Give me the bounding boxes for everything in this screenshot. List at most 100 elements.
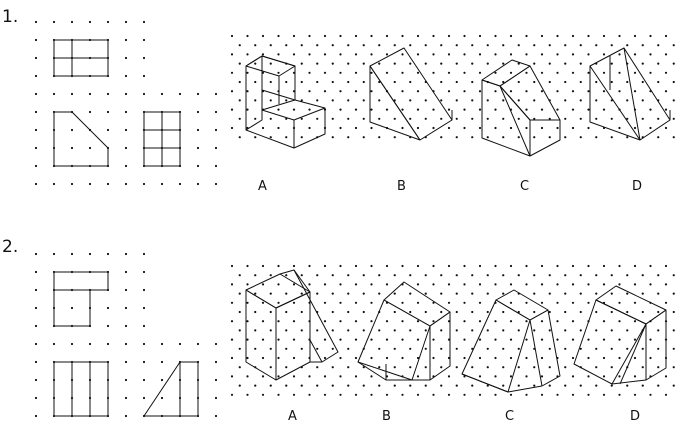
grid-dot xyxy=(238,366,241,369)
grid-dot xyxy=(486,136,489,139)
grid-dot xyxy=(447,126,451,130)
q1-option-d-solid[interactable] xyxy=(589,47,671,141)
grid-dot xyxy=(300,117,303,120)
grid-dot xyxy=(533,292,536,295)
grid-dot xyxy=(292,356,296,360)
grid-dot xyxy=(238,347,241,350)
grid-dot xyxy=(300,347,303,350)
grid-dot xyxy=(657,292,660,295)
grid-dot xyxy=(595,274,598,277)
grid-dot xyxy=(672,80,675,84)
grid-dot xyxy=(533,310,536,314)
grid-dot xyxy=(533,62,536,65)
grid-dot xyxy=(378,44,381,47)
grid-dot xyxy=(556,71,559,74)
grid-dot xyxy=(347,99,350,102)
grid-dot xyxy=(124,288,128,292)
grid-dot xyxy=(486,44,489,47)
grid-dot xyxy=(618,283,621,286)
grid-dot xyxy=(455,329,458,332)
grid-dot xyxy=(416,356,420,360)
grid-dot xyxy=(409,99,412,102)
grid-dot xyxy=(323,320,327,323)
q1-option-b-label: B xyxy=(397,179,406,194)
grid-dot xyxy=(432,126,435,130)
grid-dot xyxy=(595,80,598,84)
q2-option-d-solid[interactable] xyxy=(573,285,667,385)
grid-dot xyxy=(440,44,443,47)
grid-dot xyxy=(246,71,249,74)
grid-dot xyxy=(401,53,404,56)
grid-dot xyxy=(602,34,606,38)
question-2-number: 2. xyxy=(2,237,18,257)
q2-option-a-solid[interactable] xyxy=(245,269,339,381)
grid-dot xyxy=(618,34,621,38)
grid-dot xyxy=(540,126,544,130)
grid-dot xyxy=(285,44,288,47)
grid-dot xyxy=(579,117,582,120)
grid-dot xyxy=(246,338,249,341)
q1-option-b-solid[interactable] xyxy=(369,47,453,141)
grid-dot xyxy=(416,126,420,130)
grid-dot xyxy=(339,108,342,111)
grid-dot xyxy=(657,274,660,277)
grid-dot xyxy=(362,80,365,84)
grid-dot xyxy=(378,347,381,350)
grid-dot xyxy=(595,347,598,350)
grid-dot xyxy=(471,80,474,84)
grid-dot xyxy=(34,164,38,168)
grid-dot xyxy=(34,342,38,346)
grid-dot xyxy=(214,146,218,150)
grid-dot xyxy=(416,338,420,341)
grid-dot xyxy=(124,342,128,346)
grid-dot xyxy=(401,34,404,38)
q2-front-view xyxy=(53,361,109,417)
q1-option-c-solid[interactable] xyxy=(481,59,561,157)
grid-dot xyxy=(463,264,466,268)
grid-dot xyxy=(424,117,427,120)
grid-dot xyxy=(238,99,241,102)
grid-dot xyxy=(664,108,668,111)
grid-dot xyxy=(401,126,404,130)
grid-dot xyxy=(502,292,505,295)
grid-dot xyxy=(393,347,396,350)
grid-dot xyxy=(587,34,590,38)
grid-dot xyxy=(455,117,458,120)
grid-dot xyxy=(618,53,621,56)
grid-dot xyxy=(672,44,675,47)
q2-option-c-label: C xyxy=(505,409,514,424)
grid-dot xyxy=(401,108,404,111)
grid-dot xyxy=(641,384,644,387)
grid-dot xyxy=(238,274,241,277)
grid-dot xyxy=(347,136,350,139)
grid-dot xyxy=(385,320,389,323)
grid-dot xyxy=(595,329,598,332)
grid-dot xyxy=(70,146,74,150)
grid-dot xyxy=(277,53,280,56)
grid-dot xyxy=(424,347,427,350)
grid-dot xyxy=(595,117,598,120)
grid-dot xyxy=(633,34,637,38)
grid-dot xyxy=(502,310,505,314)
grid-dot xyxy=(533,80,536,84)
q1-option-d-label: D xyxy=(632,179,642,194)
q2-option-c-solid[interactable] xyxy=(461,289,561,393)
grid-dot xyxy=(571,283,575,286)
grid-dot xyxy=(633,375,637,378)
grid-dot xyxy=(378,136,381,139)
grid-dot xyxy=(339,301,342,304)
grid-dot xyxy=(142,56,146,60)
grid-dot xyxy=(88,342,92,346)
grid-dot xyxy=(455,62,458,65)
q2-option-b-solid[interactable] xyxy=(357,281,451,381)
grid-dot xyxy=(626,347,629,350)
grid-dot xyxy=(641,44,644,47)
grid-dot xyxy=(517,136,520,139)
q1-option-a-solid[interactable] xyxy=(245,55,326,149)
grid-dot xyxy=(595,310,598,314)
grid-dot xyxy=(587,264,590,268)
grid-dot xyxy=(370,264,373,268)
grid-dot xyxy=(34,128,38,132)
grid-dot xyxy=(455,310,458,314)
